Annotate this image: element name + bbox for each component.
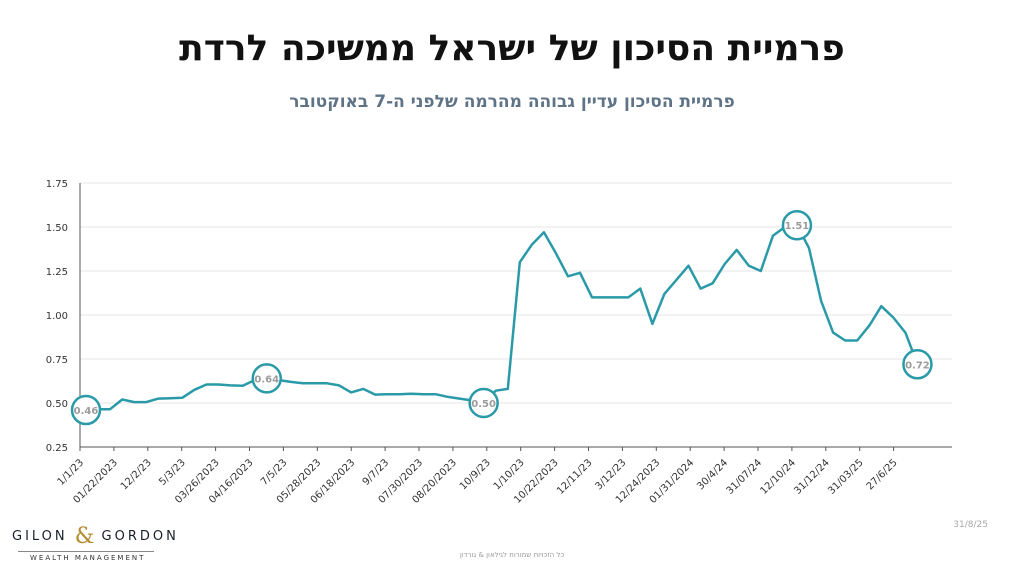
footer-copyright: כל הזכויות שמורות לגילאון & גורדון xyxy=(459,551,565,559)
x-tick-label: 31/03/25 xyxy=(826,457,866,497)
line-layer xyxy=(85,223,919,412)
x-tick-label: 30/4/24 xyxy=(695,457,730,492)
value-marker-label: 0.50 xyxy=(471,399,496,410)
y-tick-label: 0.50 xyxy=(46,399,68,410)
company-logo: GILON & GORDON WEALTH MANAGEMENT xyxy=(12,524,176,562)
axis-layer: 0.250.500.751.001.251.501.751/1/2301/22/… xyxy=(46,179,952,506)
x-tick-label: 31/12/24 xyxy=(792,457,832,497)
x-tick-label: 7/5/23 xyxy=(259,457,290,488)
x-tick-label: 31/07/24 xyxy=(725,457,765,497)
value-marker xyxy=(468,387,499,419)
value-marker-label: 0.72 xyxy=(905,360,930,371)
x-tick-label: 12/11/23 xyxy=(555,457,595,497)
x-tick-label: 9/7/23 xyxy=(361,457,392,488)
logo-tagline: WEALTH MANAGEMENT xyxy=(30,554,146,562)
x-tick-label: 5/3/23 xyxy=(157,457,188,488)
y-tick-label: 1.75 xyxy=(46,179,68,190)
x-tick-label: 27/6/25 xyxy=(865,457,900,492)
x-tick-label: 3/12/23 xyxy=(593,457,628,492)
x-tick-label: 12/2/23 xyxy=(119,457,154,492)
y-tick-label: 0.25 xyxy=(46,443,68,454)
logo-word-left: GILON xyxy=(12,529,68,544)
y-tick-label: 1.25 xyxy=(46,267,68,278)
x-tick-label: 12/10/24 xyxy=(758,457,798,497)
logo-divider xyxy=(18,551,154,552)
value-marker-label: 0.64 xyxy=(254,374,279,385)
footer-date: 31/8/25 xyxy=(953,520,988,530)
page-title: פרמיית הסיכון של ישראל ממשיכה לרדת xyxy=(179,28,845,69)
series-line xyxy=(85,223,919,412)
x-tick-label: 1/10/23 xyxy=(492,457,527,492)
logo-wordmark: GILON & GORDON xyxy=(12,524,176,549)
page-subtitle: פרמיית הסיכון עדיין גבוהה מהרמה שלפני ה-… xyxy=(289,92,735,112)
logo-word-right: GORDON xyxy=(101,529,179,544)
y-tick-label: 1.50 xyxy=(46,223,68,234)
value-marker xyxy=(251,363,282,394)
logo-ampersand: & xyxy=(74,524,95,549)
value-marker-label: 0.46 xyxy=(74,406,99,417)
label-layer: 0.46 0.64 0.50 1.51 0.72 xyxy=(74,221,930,417)
value-marker xyxy=(902,349,933,380)
value-marker xyxy=(781,209,813,241)
value-marker-label: 1.51 xyxy=(785,221,810,232)
y-tick-label: 0.75 xyxy=(46,355,68,366)
value-marker xyxy=(70,394,102,426)
x-tick-label: 1/1/23 xyxy=(56,457,87,488)
marker-layer xyxy=(70,209,933,426)
y-tick-label: 1.00 xyxy=(46,311,68,322)
x-tick-label: 10/9/23 xyxy=(458,457,493,492)
